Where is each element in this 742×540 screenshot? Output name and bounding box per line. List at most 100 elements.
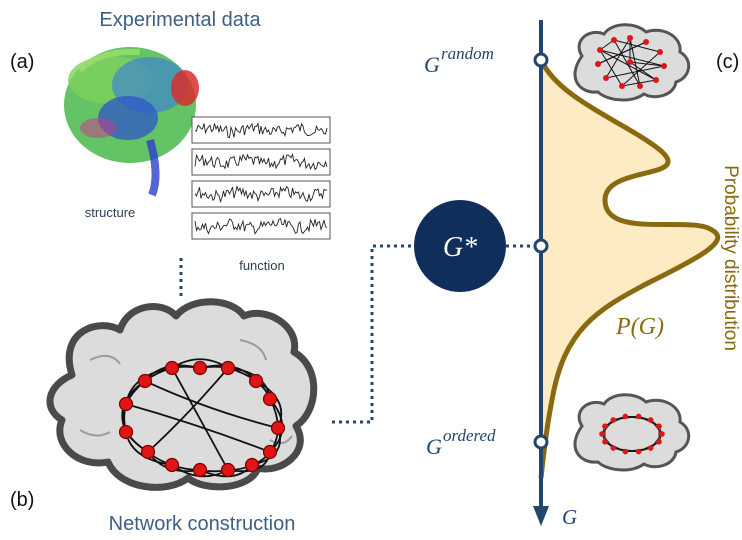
ordered-network-nodes [599,413,665,455]
network-edge [125,403,271,453]
network-edge [171,367,229,471]
network-node [118,424,134,440]
panel-c-letter: (c) [716,51,739,73]
network-node [164,457,180,473]
network-node [602,439,608,445]
large-network-nodes [118,360,286,478]
p-of-g-label: P(G) [615,314,664,340]
network-node [635,413,642,420]
network-node [657,49,663,55]
small-brain-random [573,23,691,102]
network-node [656,439,662,445]
small-brain-ordered [573,393,691,472]
timeseries-trace [194,122,328,139]
g-star-label: G* [443,232,477,263]
network-node [220,360,236,376]
network-edge [599,49,623,87]
network-edge [629,61,665,67]
g-star-circle [414,200,506,292]
timeseries-trace [194,153,328,171]
network-edge [144,380,279,429]
g-random-label: G random [424,44,494,77]
g-random-sup: random [441,44,494,63]
network-node [637,83,643,89]
network-node [653,77,659,83]
g-axis-arrow [533,506,549,526]
network-edge [613,39,641,87]
network-node [262,391,278,407]
network-node [619,83,625,89]
network-node [627,35,633,41]
network-node [635,448,642,455]
tractography-image [64,47,199,197]
network-node [164,360,180,376]
network-node [610,417,617,423]
network-node [622,413,629,420]
network-node [192,360,208,376]
timeseries-trace [194,184,328,204]
panel-b-letter: (b) [10,489,34,511]
network-node [611,37,617,43]
network-node [262,444,278,460]
network-node [220,462,236,478]
network-node [599,431,605,437]
network-node [597,47,603,53]
distribution-fill [541,60,718,478]
function-timeseries [191,116,331,240]
g-random-base: G [424,52,440,77]
timeseries-box-4 [191,212,331,240]
large-brain-outline [46,298,318,491]
g-ordered-sup: ordered [443,426,496,445]
network-edge [599,49,665,67]
g-star-marker [533,238,549,254]
network-edge [629,61,657,81]
network-node [647,417,654,423]
network-node [627,59,633,65]
random-network-edges [597,37,665,87]
large-brain-network [46,298,318,491]
network-edge [629,37,641,87]
g-random-marker [533,52,549,68]
network-edge [621,79,657,87]
network-node [647,445,654,451]
network-node [659,431,665,437]
g-ordered-base: G [426,434,442,459]
network-edge [599,49,657,81]
timeseries-trace [194,217,328,235]
panel-a-title: Experimental data [99,9,261,31]
timeseries-box-1 [191,116,331,144]
network-node [622,448,629,455]
network-node [137,373,153,389]
function-label: function [239,258,285,273]
distribution-curve [538,58,721,479]
network-node [595,61,601,67]
network-node [244,457,260,473]
network-edge [147,367,229,453]
structure-label: structure [85,205,136,220]
connector-b-gstar [332,244,414,424]
g-ordered-marker [533,434,549,450]
network-node [192,462,208,478]
network-node [602,423,608,429]
panel-b-title: Network construction [109,513,296,535]
small-brain-ordered-outline [573,393,691,472]
network-node [656,423,662,429]
network-edge [605,37,631,79]
network-node [118,396,134,412]
network-node [248,373,264,389]
g-axis-label: G [562,505,577,529]
g-ordered-label: G ordered [426,426,496,459]
timeseries-box-3 [191,180,331,208]
network-node [270,420,286,436]
probability-distribution-label: Probability distribution [720,165,741,351]
network-node [643,39,649,45]
network-node [140,444,156,460]
random-network-nodes [595,35,667,89]
network-node [610,445,617,451]
network-node [603,75,609,81]
network-edge [621,51,661,87]
timeseries-box-2 [191,148,331,176]
network-node [661,63,667,69]
